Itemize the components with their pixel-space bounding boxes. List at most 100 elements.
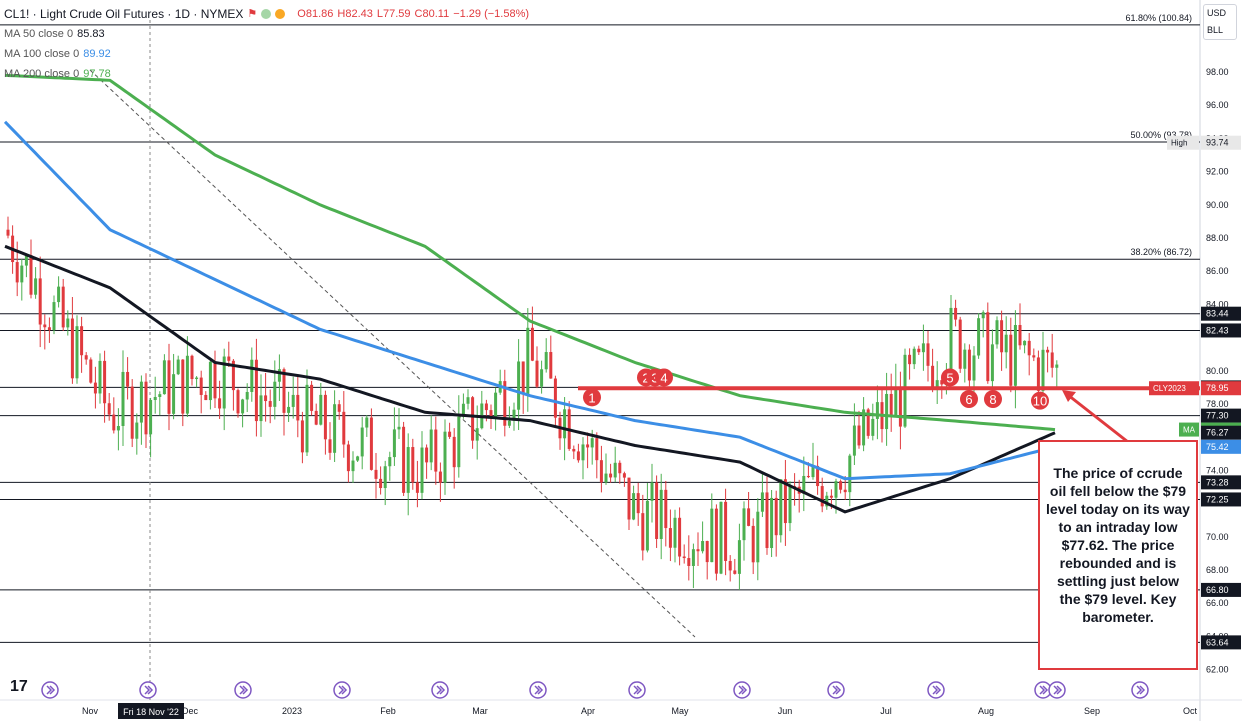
price-badge-text: 93.74	[1206, 138, 1229, 148]
candle-body	[829, 495, 833, 498]
level-badge	[1201, 492, 1241, 507]
fib-label: 38.20% (86.72)	[1130, 247, 1192, 257]
candle-body	[875, 402, 879, 419]
candle-body	[300, 420, 304, 453]
ma200-row[interactable]: MA 200 close 0 97.78	[4, 64, 529, 84]
candle-body	[135, 422, 139, 439]
candle-body	[595, 438, 599, 461]
touch-marker-label: 4	[660, 370, 667, 385]
candle-body	[448, 431, 452, 437]
candle-body	[613, 462, 617, 478]
candle-body	[402, 426, 406, 493]
candle-body	[687, 558, 691, 566]
level-badge-text: 82.43	[1206, 325, 1229, 335]
candle-body	[981, 312, 985, 319]
chevron-right-icon	[832, 685, 842, 695]
tradingview-logo-icon[interactable]: 17	[10, 678, 28, 695]
candle-body	[622, 473, 626, 478]
candle-body	[420, 447, 424, 493]
price-badge	[1201, 135, 1241, 150]
price-tick: 92.00	[1206, 167, 1229, 177]
ma50-label: MA 50 close 0	[4, 28, 74, 40]
candle-body	[213, 361, 217, 399]
candle-body	[931, 365, 935, 389]
candle-body	[438, 471, 442, 483]
touch-marker	[583, 388, 601, 407]
candle-body	[6, 229, 10, 236]
candle-body	[765, 492, 769, 549]
candle-body	[857, 425, 861, 446]
candle-body	[751, 525, 755, 563]
level-badge-text: 77.30	[1206, 411, 1229, 421]
candle-body	[986, 312, 990, 382]
price-badge	[1201, 381, 1241, 396]
candle-body	[783, 479, 787, 524]
candle-body	[586, 444, 590, 448]
candle-body	[282, 369, 286, 413]
time-label: Aug	[978, 706, 994, 716]
candle-body	[668, 528, 672, 548]
candle-body	[788, 486, 792, 524]
level-badge-text: 66.80	[1206, 585, 1229, 595]
symbol-title[interactable]: CL1! · Light Crude Oil Futures · 1D · NY…	[4, 7, 244, 21]
level-badge-text: 63.64	[1206, 637, 1229, 647]
ma100-row[interactable]: MA 100 close 0 89.92	[4, 44, 529, 64]
candle-body	[701, 541, 705, 552]
candle-body	[917, 348, 921, 353]
candle-body	[632, 493, 636, 520]
candle-body	[724, 501, 728, 561]
ma50-row[interactable]: MA 50 close 0 85.83	[4, 24, 529, 44]
candle-body	[563, 409, 567, 439]
event-icons	[41, 681, 1149, 699]
candle-body	[84, 355, 88, 360]
currency-selector[interactable]: USD BLL	[1203, 4, 1237, 40]
candle-body	[507, 420, 511, 426]
candle-body	[1000, 320, 1004, 353]
candle-body	[728, 560, 732, 571]
candle-body	[958, 319, 962, 369]
candle-body	[103, 360, 107, 404]
level-badge	[1201, 475, 1241, 490]
candle-body	[264, 395, 268, 402]
candle-body	[319, 394, 323, 425]
level-badge-text: 73.28	[1206, 477, 1229, 487]
candle-body	[747, 508, 751, 526]
candle-body	[1055, 364, 1059, 368]
touch-marker-label: 5	[946, 370, 953, 385]
badge-tag-text: CLY2023	[1153, 384, 1186, 393]
ma200-label: MA 200 close 0	[4, 68, 80, 80]
candle-body	[618, 462, 622, 474]
candle-body	[1023, 340, 1027, 346]
chevron-right-icon	[46, 685, 56, 695]
candle-body	[222, 356, 226, 409]
candle-body	[1018, 325, 1022, 346]
candle-body	[774, 497, 778, 536]
flag-icon[interactable]: ⚑	[247, 8, 258, 20]
candle-body	[158, 394, 162, 397]
candle-body	[130, 386, 134, 439]
candle-body	[277, 369, 281, 382]
time-label: Jul	[880, 706, 892, 716]
candle-body	[296, 394, 300, 421]
level-badge	[1201, 323, 1241, 338]
candle-body	[314, 410, 318, 425]
candle-body	[696, 549, 700, 552]
candle-body	[57, 286, 61, 303]
ma100-value: 89.92	[83, 48, 111, 60]
badge-tag-text: MA	[1183, 426, 1196, 435]
candle-body	[650, 482, 654, 501]
candle-body	[254, 359, 258, 422]
chevron-right-icon	[932, 685, 942, 695]
candle-body	[903, 354, 907, 427]
candle-body	[47, 327, 51, 331]
candle-body	[779, 479, 783, 536]
candle-body	[429, 429, 433, 463]
candle-body	[305, 384, 309, 453]
candle-body	[673, 517, 677, 548]
level-badge	[1201, 582, 1241, 597]
badge-tag	[1167, 135, 1199, 150]
candle-body	[737, 540, 741, 574]
chevron-right-icon	[534, 685, 544, 695]
candle-body	[379, 478, 383, 489]
